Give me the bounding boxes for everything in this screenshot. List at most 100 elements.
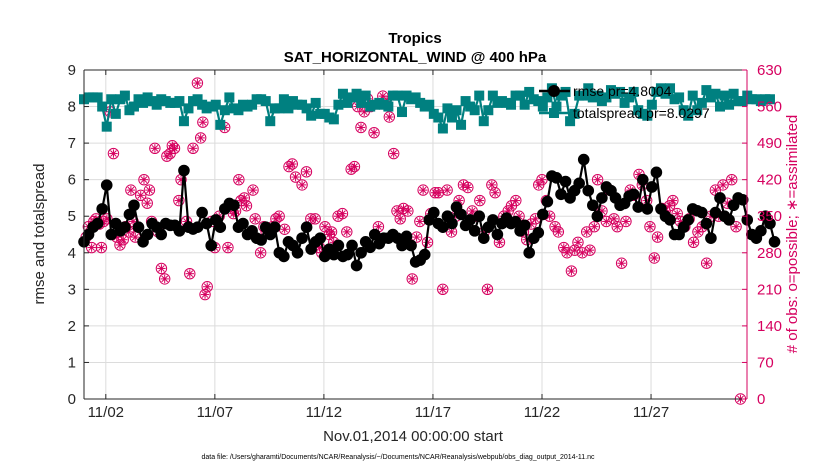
- possible-obs-marker: [620, 215, 632, 228]
- y-right-tick-label: 350: [757, 208, 782, 225]
- assimilated-obs-marker: [119, 235, 128, 244]
- rmse-point: [455, 208, 467, 221]
- assimilated-obs-marker: [251, 214, 260, 224]
- totalspread-point: [719, 90, 730, 101]
- rmse-point: [400, 230, 413, 243]
- possible-obs-marker: [173, 194, 185, 207]
- rmse-point: [278, 250, 290, 263]
- possible-obs-marker: [85, 241, 98, 254]
- totalspread-point: [728, 88, 739, 99]
- totalspread-series: [79, 83, 775, 134]
- rmse-point: [228, 199, 240, 212]
- rmse-point: [550, 172, 563, 184]
- rmse-point: [755, 225, 767, 237]
- assimilated-obs-marker: [531, 214, 540, 224]
- possible-obs-marker: [309, 213, 321, 225]
- rmse-point: [300, 221, 313, 233]
- assimilated-obs-marker: [396, 214, 405, 224]
- possible-obs-marker: [201, 281, 213, 293]
- rmse-point: [473, 210, 486, 223]
- totalspread-point: [183, 103, 194, 114]
- y-tick-label: 8: [68, 99, 76, 116]
- assimilated-obs-marker: [537, 175, 547, 184]
- assimilated-obs-marker: [185, 269, 194, 278]
- totalspread-point: [506, 99, 517, 110]
- rmse-point: [768, 236, 781, 248]
- assimilated-obs-marker: [145, 185, 154, 195]
- totalspread-point: [551, 101, 562, 112]
- possible-obs-marker: [187, 142, 199, 155]
- y-tick-label: 4: [68, 245, 76, 262]
- totalspread-point: [524, 86, 535, 97]
- y-axis-label: rmse and totalspread: [31, 164, 48, 305]
- rmse-point: [332, 239, 345, 252]
- possible-obs-marker: [394, 213, 406, 225]
- y-tick-label: 5: [68, 208, 76, 225]
- possible-obs-marker: [651, 231, 664, 243]
- assimilated-obs-marker: [193, 78, 202, 88]
- y-tick-label: 7: [68, 135, 76, 152]
- assimilated-obs-marker: [650, 253, 659, 263]
- assimilated-obs-marker: [665, 201, 674, 210]
- possible-obs-marker: [355, 121, 367, 134]
- rmse-point: [91, 217, 104, 230]
- rmse-point: [736, 193, 749, 206]
- assimilated-obs-marker: [160, 274, 169, 284]
- rmse-point: [141, 228, 154, 241]
- possible-obs-marker: [581, 226, 593, 238]
- assimilated-obs-marker: [711, 185, 720, 195]
- rmse-point: [200, 217, 213, 230]
- rmse-point: [237, 217, 249, 230]
- assimilated-obs-marker: [418, 185, 428, 195]
- possible-obs-marker: [197, 116, 209, 128]
- assimilated-obs-marker: [196, 133, 205, 143]
- assimilated-obs-marker: [593, 175, 602, 184]
- rmse-point: [577, 153, 590, 166]
- assimilated-obs-marker: [567, 266, 576, 276]
- assimilated-obs-marker: [143, 198, 152, 208]
- assimilated-obs-marker: [157, 264, 166, 273]
- rmse-point: [105, 228, 118, 241]
- rmse-point: [255, 234, 267, 246]
- totalspread-point: [674, 92, 685, 103]
- possible-obs-marker: [194, 132, 207, 144]
- rmse-point: [173, 225, 186, 237]
- totalspread-point: [565, 116, 576, 127]
- totalspread-point: [101, 121, 112, 132]
- assimilated-obs-marker: [131, 232, 140, 242]
- assimilated-obs-marker: [442, 185, 452, 195]
- possible-obs-marker: [717, 179, 729, 191]
- rmse-point: [582, 184, 595, 197]
- totalspread-point: [578, 90, 589, 101]
- possible-obs-marker: [687, 236, 700, 249]
- assimilated-obs-marker: [139, 175, 149, 184]
- assimilated-obs-marker: [389, 149, 398, 158]
- possible-obs-marker: [565, 265, 578, 277]
- assimilated-obs-marker: [248, 185, 258, 195]
- possible-obs-marker: [135, 189, 147, 202]
- assimilated-obs-marker: [385, 112, 394, 122]
- chart-title: Tropics: [388, 30, 441, 47]
- assimilated-obs-marker: [109, 149, 118, 158]
- rmse-point: [487, 214, 499, 226]
- totalspread-point: [424, 99, 435, 110]
- possible-obs-marker: [249, 213, 261, 225]
- assimilated-obs-marker: [198, 118, 208, 127]
- assimilated-obs-marker: [475, 196, 485, 205]
- totalspread-point: [283, 103, 294, 114]
- totalspread-point: [356, 97, 367, 108]
- rmse-point: [437, 221, 449, 233]
- rmse-point: [155, 228, 168, 241]
- assimilated-obs-marker: [590, 222, 599, 231]
- assimilated-obs-marker: [434, 188, 443, 197]
- totalspread-point: [210, 99, 221, 110]
- totalspread-point: [515, 90, 526, 101]
- rmse-point: [396, 239, 408, 252]
- rmse-point: [405, 239, 417, 252]
- possible-obs-marker: [648, 252, 661, 264]
- rmse-point: [418, 248, 431, 261]
- assimilated-obs-marker: [136, 191, 145, 200]
- assimilated-obs-marker: [256, 248, 265, 257]
- rmse-point: [269, 221, 281, 233]
- totalspread-point: [442, 103, 453, 114]
